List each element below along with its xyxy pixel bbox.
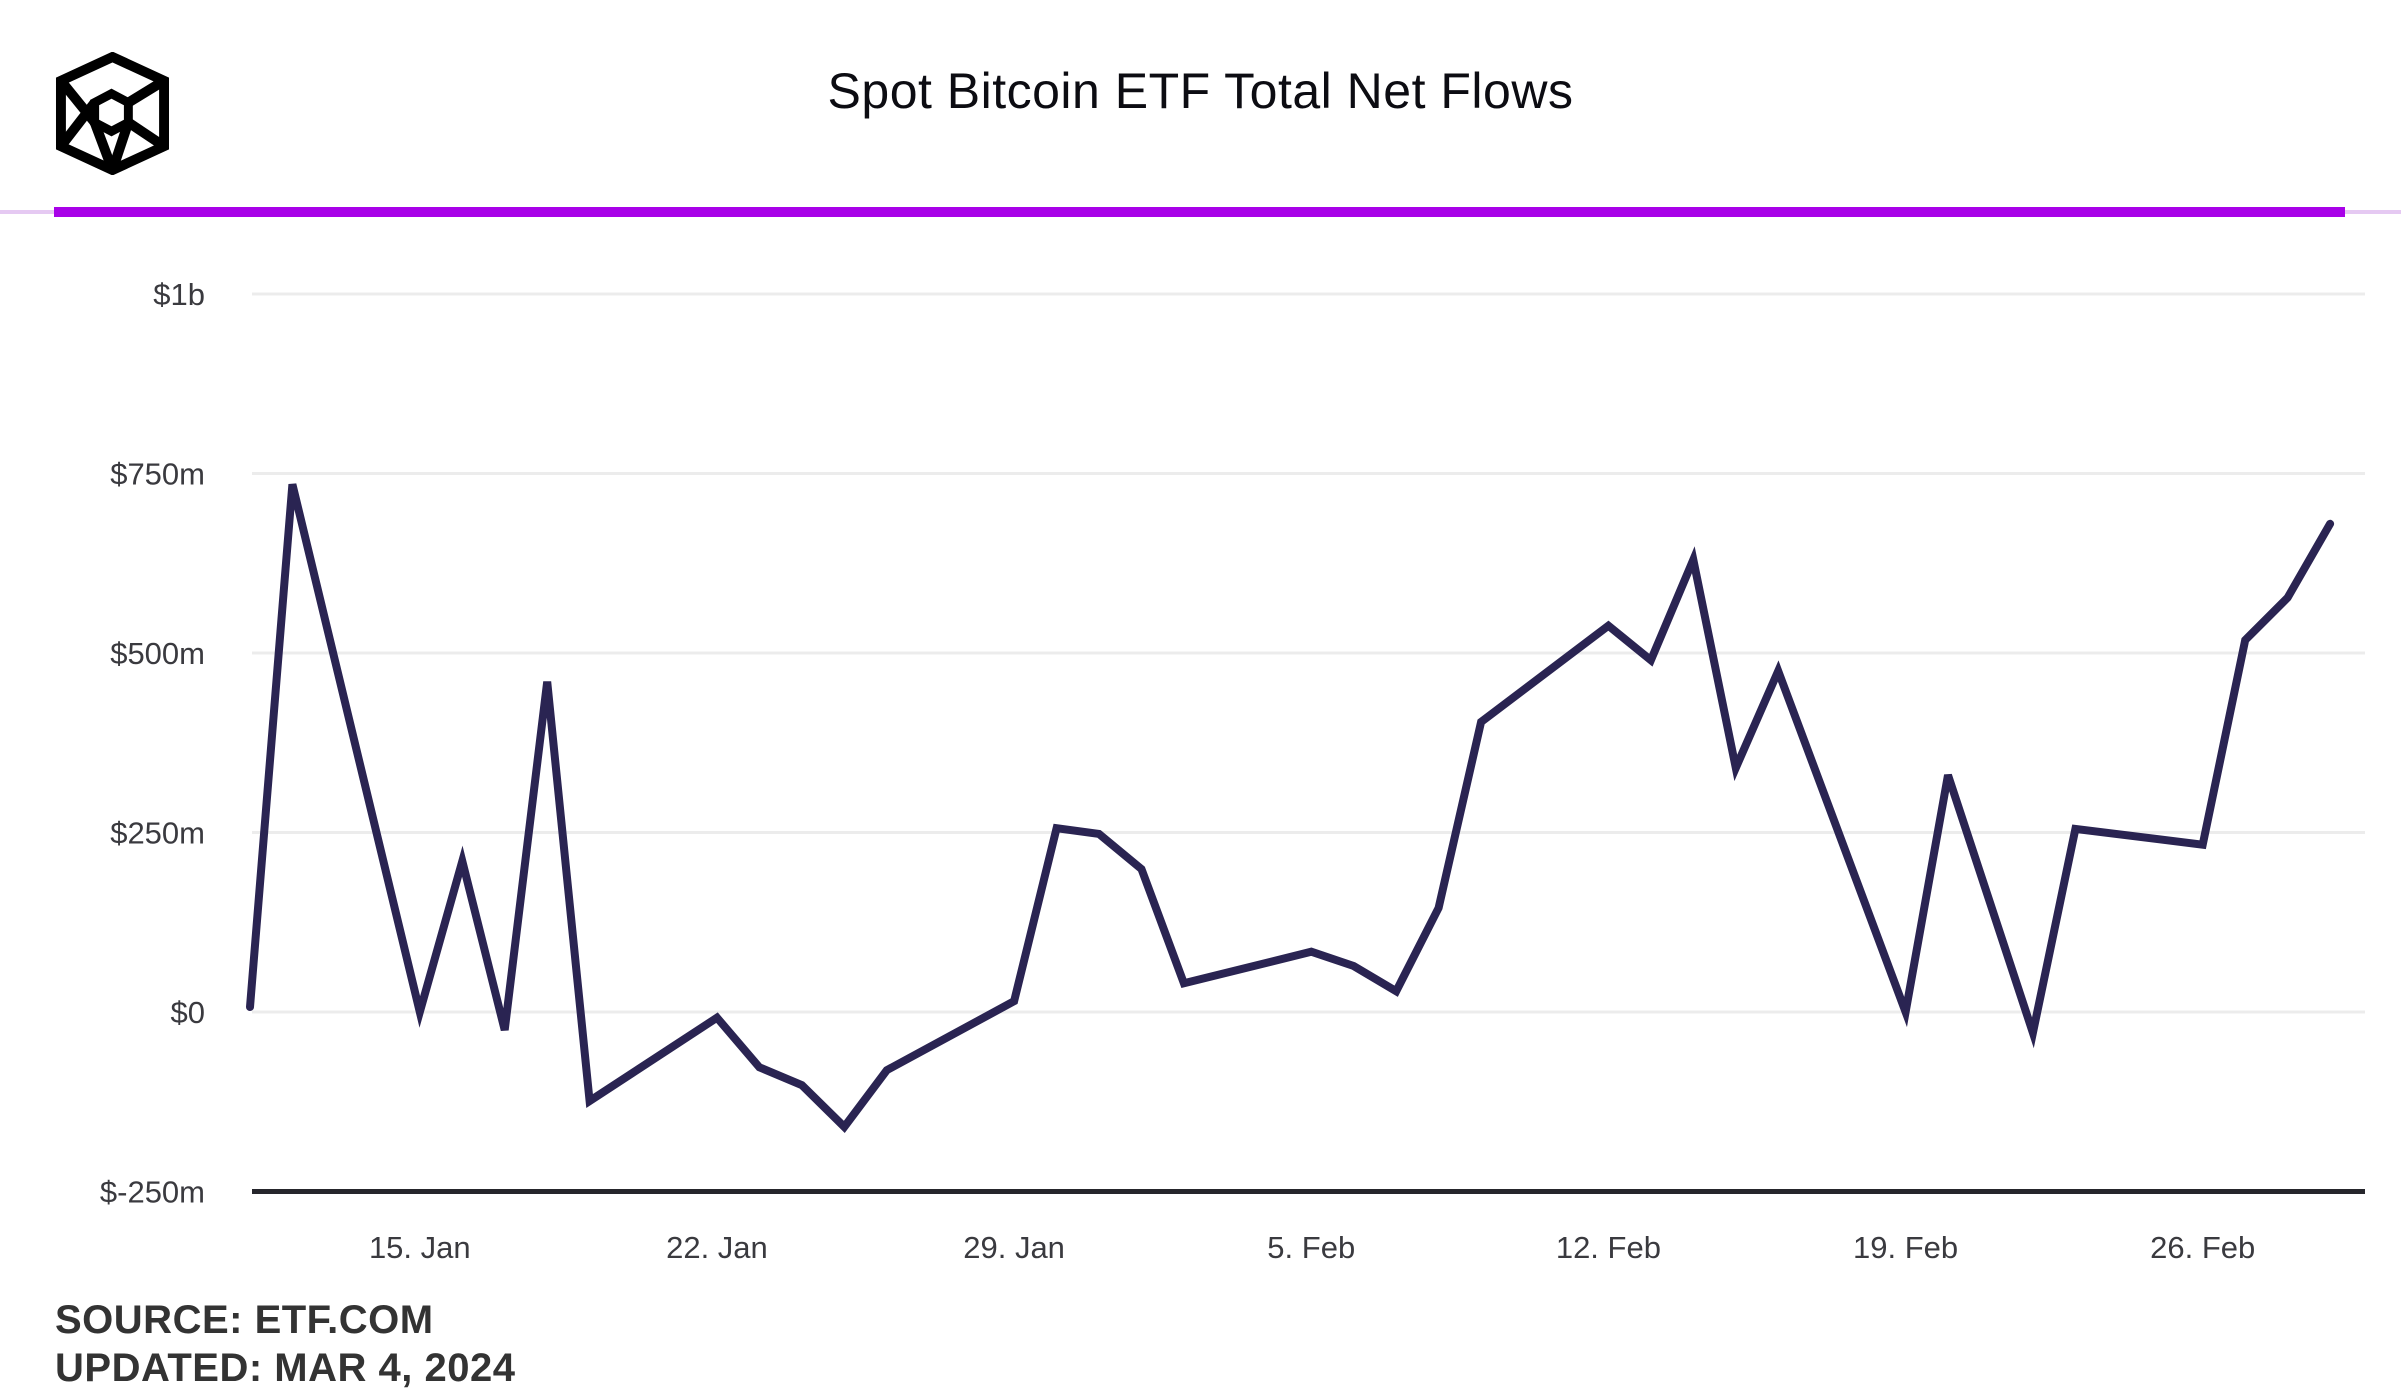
x-axis-tick-label: 22. Jan — [666, 1230, 768, 1265]
x-axis-tick-label: 5. Feb — [1267, 1230, 1355, 1265]
x-axis-tick-label: 29. Jan — [963, 1230, 1065, 1265]
net-flows-line — [246, 483, 2335, 1133]
y-axis-tick-label: $-250m — [100, 1175, 205, 1210]
x-axis-tick-label: 26. Feb — [2150, 1230, 2255, 1265]
x-axis-tick-label: 15. Jan — [369, 1230, 471, 1265]
y-axis-tick-label: $500m — [110, 636, 205, 671]
chart-source: SOURCE: ETF.COM UPDATED: MAR 4, 2024 — [55, 1296, 515, 1392]
updated-line: UPDATED: MAR 4, 2024 — [55, 1346, 516, 1390]
the-block-logo-icon — [55, 52, 170, 175]
x-axis-tick-label: 19. Feb — [1853, 1230, 1958, 1265]
y-axis-tick-label: $750m — [110, 457, 205, 492]
chart-title: Spot Bitcoin ETF Total Net Flows — [827, 63, 1574, 119]
y-axis-tick-label: $250m — [110, 816, 205, 851]
divider-accent-line — [54, 207, 2345, 217]
y-axis-tick-label: $0 — [171, 995, 205, 1030]
y-axis-tick-label: $1b — [153, 277, 205, 312]
source-line: SOURCE: ETF.COM — [55, 1298, 434, 1342]
x-axis-tick-label: 12. Feb — [1556, 1230, 1661, 1265]
